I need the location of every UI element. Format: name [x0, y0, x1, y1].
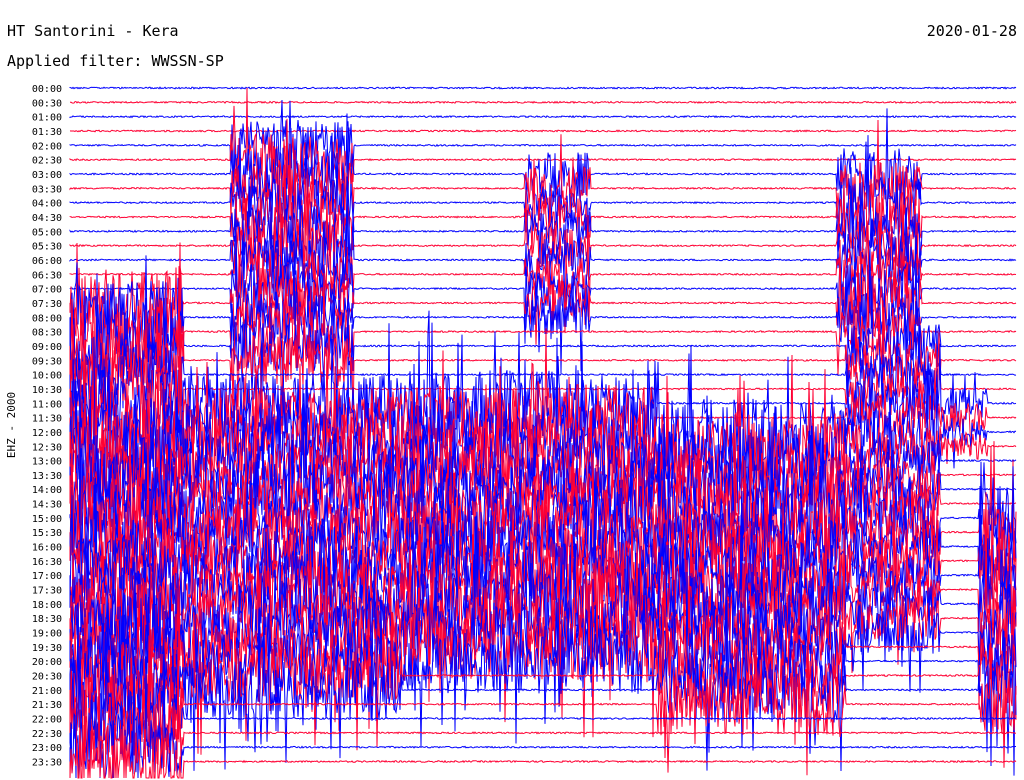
trace-row-2130 [69, 617, 1017, 779]
row-label-0300: 03:00 [32, 170, 62, 181]
trace-row-0200 [69, 99, 1017, 193]
row-label-0430: 04:30 [32, 213, 62, 224]
row-label-0600: 06:00 [32, 256, 62, 267]
trace-row-0130 [69, 129, 1017, 133]
station-title: HT Santorini - Kera [7, 22, 179, 40]
seismogram-traces [69, 86, 1017, 779]
row-label-0730: 07:30 [32, 299, 62, 310]
trace-row-0730 [69, 239, 1017, 406]
trace-row-2330 [69, 658, 1017, 779]
row-label-0030: 00:30 [32, 98, 62, 109]
row-label-1200: 12:00 [32, 428, 62, 439]
row-label-0500: 05:00 [32, 227, 62, 238]
row-label-1330: 13:30 [32, 471, 62, 482]
row-label-1400: 14:00 [32, 485, 62, 496]
row-label-1230: 12:30 [32, 442, 62, 453]
row-label-2230: 22:30 [32, 729, 62, 740]
row-label-2100: 21:00 [32, 686, 62, 697]
row-label-1900: 19:00 [32, 629, 62, 640]
channel-label: EHZ - 2000 [5, 392, 18, 458]
trace-row-1930 [69, 554, 1017, 743]
trace-row-0230 [69, 87, 1017, 218]
row-label-1000: 10:00 [32, 371, 62, 382]
row-label-1430: 14:30 [32, 500, 62, 511]
row-label-2030: 20:30 [32, 672, 62, 683]
trace-row-0300 [69, 108, 1017, 231]
row-label-0930: 09:30 [32, 356, 62, 367]
row-label-1800: 18:00 [32, 600, 62, 611]
row-label-0700: 07:00 [32, 285, 62, 296]
trace-row-2030 [69, 580, 1017, 768]
row-label-1500: 15:00 [32, 514, 62, 525]
trace-row-2200 [69, 617, 1017, 779]
row-label-2000: 20:00 [32, 657, 62, 668]
row-label-2200: 22:00 [32, 715, 62, 726]
row-label-0330: 03:30 [32, 184, 62, 195]
trace-row-1830 [69, 527, 1017, 710]
trace-row-0030 [69, 100, 1017, 104]
trace-row-0800 [69, 248, 1017, 383]
trace-row-2300 [69, 646, 1016, 779]
row-label-2330: 23:30 [32, 758, 62, 769]
row-label-1700: 17:00 [32, 571, 62, 582]
row-label-0830: 08:30 [32, 328, 62, 339]
trace-row-1230 [69, 350, 1017, 547]
row-label-0800: 08:00 [32, 313, 62, 324]
row-label-1600: 16:00 [32, 543, 62, 554]
trace-row-0000 [69, 86, 1017, 90]
row-label-0900: 09:00 [32, 342, 62, 353]
trace-row-0600 [69, 191, 1017, 313]
row-label-1830: 18:30 [32, 614, 62, 625]
trace-row-0430 [69, 143, 1017, 287]
row-label-2300: 23:00 [32, 743, 62, 754]
row-label-1930: 19:30 [32, 643, 62, 654]
trace-row-2230 [69, 635, 1017, 779]
row-label-0230: 02:30 [32, 156, 62, 167]
trace-row-2000 [69, 561, 1017, 749]
row-label-1530: 15:30 [32, 528, 62, 539]
row-label-0530: 05:30 [32, 242, 62, 253]
row-label-0100: 01:00 [32, 113, 62, 124]
trace-row-1700 [69, 485, 1017, 668]
row-label-1300: 13:00 [32, 457, 62, 468]
row-label-2130: 21:30 [32, 700, 62, 711]
row-label-0000: 00:00 [32, 84, 62, 95]
row-label-1730: 17:30 [32, 586, 62, 597]
trace-row-0830 [69, 242, 1017, 435]
row-label-0200: 02:00 [32, 141, 62, 152]
trace-row-0100 [69, 115, 1017, 119]
trace-row-2100 [69, 596, 1017, 776]
row-label-1100: 11:00 [32, 399, 62, 410]
trace-row-0930 [69, 266, 1017, 437]
row-label-1030: 10:30 [32, 385, 62, 396]
row-label-0400: 04:00 [32, 199, 62, 210]
row-label-0130: 01:30 [32, 127, 62, 138]
trace-row-0900 [69, 255, 1017, 451]
filter-label: Applied filter: WWSSN-SP [7, 52, 224, 70]
row-label-0630: 06:30 [32, 270, 62, 281]
date-label: 2020-01-28 [927, 22, 1017, 40]
row-label-1130: 11:30 [32, 414, 62, 425]
row-label-1630: 16:30 [32, 557, 62, 568]
row-time-labels: 00:00 00:30 01:00 01:30 02:00 02:30 03:00 03:30… [32, 84, 62, 769]
